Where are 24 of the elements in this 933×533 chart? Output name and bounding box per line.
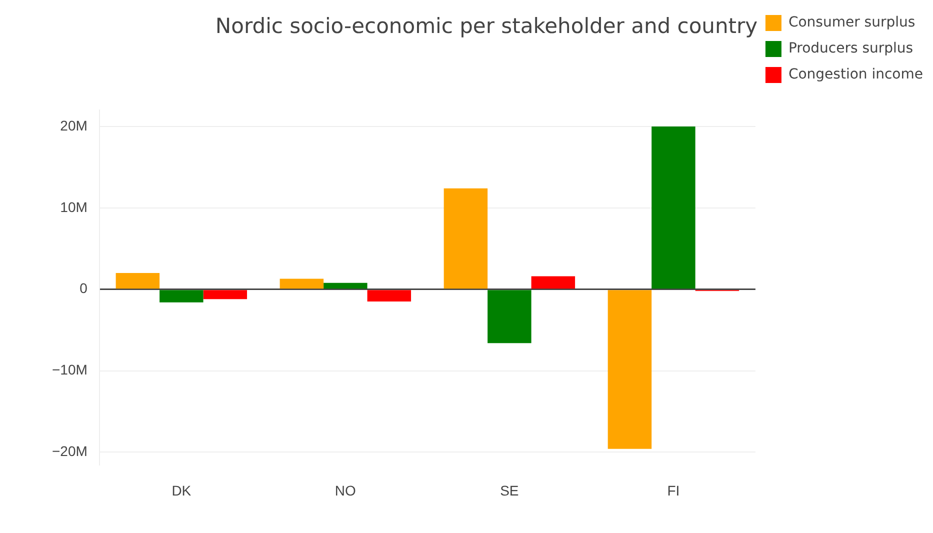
y-tick-label: 0: [80, 280, 88, 296]
bar: [280, 278, 324, 289]
x-tick-label: SE: [500, 482, 519, 498]
bar: [116, 273, 160, 289]
x-tick-label: FI: [667, 482, 680, 498]
y-tick-label: −10M: [52, 362, 88, 378]
legend-label: Congestion income: [788, 66, 924, 83]
bar: [367, 290, 412, 302]
bar: [160, 290, 204, 302]
bar: [652, 126, 696, 289]
x-tick-label: DK: [172, 482, 192, 498]
y-tick-label: 20M: [60, 117, 88, 134]
bar: [531, 276, 576, 289]
chart-title: Nordic socio-economic per stakeholder and country: [215, 14, 758, 38]
legend-label: Producers surplus: [788, 40, 914, 57]
bar: [203, 290, 248, 300]
bar: [488, 290, 532, 344]
y-tick-label: −20M: [52, 443, 88, 460]
y-tick-label: 10M: [60, 198, 88, 215]
bar: [608, 290, 652, 449]
bar: [324, 282, 368, 289]
bar: [444, 188, 488, 289]
legend-label: Consumer surplus: [788, 14, 916, 31]
x-tick-label: NO: [334, 482, 356, 498]
